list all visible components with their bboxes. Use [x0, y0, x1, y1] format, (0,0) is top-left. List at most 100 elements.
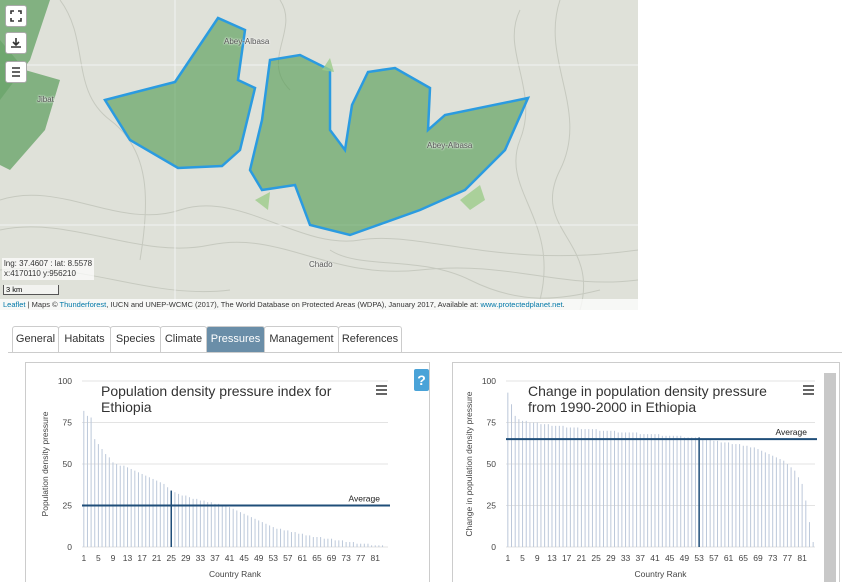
help-button[interactable]: ? — [414, 369, 429, 391]
x-tick-label: 25 — [591, 553, 601, 563]
y-tick-label: 75 — [487, 418, 497, 428]
x-tick-label: 69 — [753, 553, 763, 563]
tab[interactable]: Habitats — [58, 326, 111, 352]
x-tick-label: 29 — [606, 553, 616, 563]
x-axis-label: Country Rank — [209, 569, 262, 579]
map-label: Abey-Albasa — [224, 37, 270, 46]
chart-panel: 0 25 50 75 100 1 5 9 13 17 21 25 29 33 37 41 45 49 53 57 61 6… — [452, 362, 840, 582]
map-tiles — [0, 0, 638, 310]
x-tick-label: 77 — [783, 553, 793, 563]
x-tick-label: 73 — [341, 553, 351, 563]
y-tick-label: 50 — [63, 459, 73, 469]
attribution-link[interactable]: Thunderforest — [59, 300, 107, 309]
x-tick-label: 37 — [210, 553, 220, 563]
x-tick-label: 81 — [371, 553, 381, 563]
x-tick-label: 1 — [505, 553, 510, 563]
x-tick-label: 13 — [547, 553, 557, 563]
x-tick-label: 21 — [577, 553, 587, 563]
chart-menu[interactable] — [376, 385, 387, 395]
tab[interactable]: References — [338, 326, 402, 352]
chart-menu[interactable] — [803, 385, 814, 395]
x-tick-label: 25 — [167, 553, 177, 563]
x-tick-label: 45 — [239, 553, 249, 563]
x-tick-label: 37 — [636, 553, 646, 563]
menu-line — [376, 389, 387, 391]
y-tick-label: 100 — [58, 376, 72, 386]
x-tick-label: 13 — [123, 553, 133, 563]
fullscreen-button[interactable] — [5, 5, 27, 27]
x-tick-label: 61 — [724, 553, 734, 563]
x-tick-label: 57 — [283, 553, 293, 563]
y-tick-label: 0 — [491, 542, 496, 552]
y-tick-label: 50 — [487, 459, 497, 469]
x-tick-label: 29 — [181, 553, 191, 563]
y-axis-label: Population density pressure — [40, 411, 50, 516]
x-tick-label: 17 — [137, 553, 147, 563]
coordinates: lng: 37.4607 : lat: 8.5578 — [4, 259, 93, 268]
x-tick-label: 17 — [562, 553, 572, 563]
average-label: Average — [775, 427, 807, 437]
map[interactable]: Abey-Albasa Jibat Abey-Albasa Chado lng:… — [0, 0, 638, 310]
x-tick-label: 21 — [152, 553, 162, 563]
x-tick-label: 41 — [650, 553, 660, 563]
x-tick-label: 57 — [709, 553, 719, 563]
coordinates-box: lng: 37.4607 : lat: 8.5578 x:4170110 y:9… — [2, 258, 95, 280]
layers-button[interactable] — [5, 61, 27, 83]
map-label: Chado — [309, 260, 333, 269]
x-tick-label: 73 — [768, 553, 778, 563]
x-tick-label: 49 — [254, 553, 264, 563]
y-tick-label: 25 — [487, 501, 497, 511]
x-tick-label: 9 — [111, 553, 116, 563]
tab[interactable]: Pressures — [206, 326, 265, 352]
y-tick-label: 100 — [482, 376, 496, 386]
x-tick-label: 69 — [327, 553, 337, 563]
attribution-text: | Maps © — [25, 300, 60, 309]
x-tick-label: 65 — [739, 553, 749, 563]
tab[interactable]: General — [12, 326, 59, 352]
attribution: Leaflet | Maps © Thunderforest, IUCN and… — [0, 299, 638, 310]
tab[interactable]: Species — [110, 326, 161, 352]
map-label: Abey-Albasa — [427, 141, 473, 150]
chart-title: Change in population density pressure fr… — [528, 383, 767, 415]
x-tick-label: 81 — [797, 553, 807, 563]
scale-bar: 3 km — [3, 285, 59, 295]
x-tick-label: 5 — [96, 553, 101, 563]
scrollbar[interactable] — [824, 373, 836, 582]
x-tick-label: 77 — [356, 553, 366, 563]
x-tick-label: 65 — [312, 553, 322, 563]
y-axis-label: Change in population density pressure — [464, 391, 474, 536]
tab[interactable]: Management — [264, 326, 339, 352]
x-tick-label: 49 — [680, 553, 690, 563]
y-tick-label: 75 — [63, 418, 73, 428]
x-tick-label: 53 — [694, 553, 704, 563]
chart: 0 25 50 75 100 1 5 9 13 17 21 25 29 33 37 41 45 49 53 57 61 6… — [40, 376, 390, 579]
x-tick-label: 33 — [196, 553, 206, 563]
x-axis-label: Country Rank — [635, 569, 688, 579]
x-tick-label: 53 — [269, 553, 279, 563]
attribution-text: . — [562, 300, 565, 309]
menu-line — [803, 389, 814, 391]
chart: 0 25 50 75 100 1 5 9 13 17 21 25 29 33 37 41 45 49 53 57 61 6… — [464, 376, 817, 579]
x-tick-label: 1 — [81, 553, 86, 563]
average-label: Average — [348, 494, 380, 504]
attribution-link[interactable]: Leaflet — [3, 300, 26, 309]
x-tick-label: 33 — [621, 553, 631, 563]
tab[interactable]: Climate — [160, 326, 207, 352]
attribution-link[interactable]: www.protectedplanet.net — [480, 300, 563, 309]
download-button[interactable] — [5, 32, 27, 54]
y-tick-label: 25 — [63, 501, 73, 511]
attribution-text: , IUCN and UNEP-WCMC (2017), The World D… — [106, 300, 481, 309]
x-tick-label: 9 — [535, 553, 540, 563]
y-tick-label: 0 — [67, 542, 72, 552]
x-tick-label: 45 — [665, 553, 675, 563]
x-tick-label: 41 — [225, 553, 235, 563]
coordinates: x:4170110 y:956210 — [4, 269, 76, 278]
chart-panel: 0 25 50 75 100 1 5 9 13 17 21 25 29 33 37 41 45 49 53 57 61 6… — [25, 362, 430, 582]
x-tick-label: 61 — [298, 553, 308, 563]
x-tick-label: 5 — [520, 553, 525, 563]
menu-line — [803, 393, 814, 395]
menu-line — [376, 393, 387, 395]
map-label: Jibat — [37, 95, 54, 104]
menu-line — [376, 385, 387, 387]
